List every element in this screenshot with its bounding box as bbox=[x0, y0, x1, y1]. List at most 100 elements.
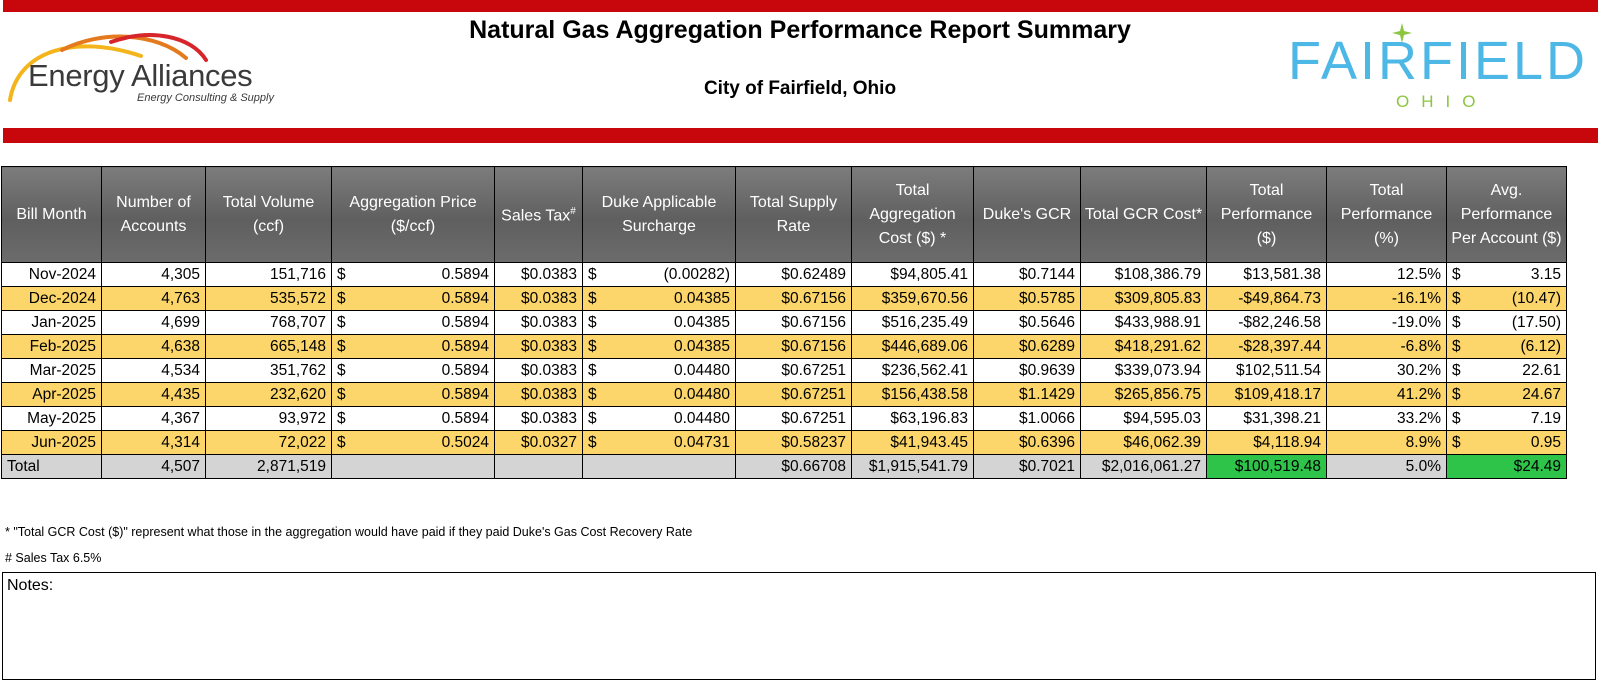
cell-agg-cost: $63,196.83 bbox=[851, 406, 974, 431]
table-row: Apr-2025 4,435 232,620 $0.5894 $0.0383 $0.044… bbox=[1, 382, 1567, 407]
currency-symbol: $ bbox=[1452, 289, 1461, 307]
cell-gcr-cost: $46,062.39 bbox=[1080, 430, 1207, 455]
cell-month: Mar-2025 bbox=[1, 358, 102, 383]
cell-gcr: $1.0066 bbox=[973, 406, 1081, 431]
cell-gcr: $0.6396 bbox=[973, 430, 1081, 455]
cell-agg-price: $0.5894 bbox=[331, 262, 495, 287]
currency-symbol: $ bbox=[588, 433, 597, 451]
cell-supply-rate: $0.58237 bbox=[735, 430, 852, 455]
cell-surcharge: $0.04480 bbox=[582, 406, 736, 431]
table-row: Mar-2025 4,534 351,762 $0.5894 $0.0383 $0.044… bbox=[1, 358, 1567, 383]
cell-gcr-cost: $108,386.79 bbox=[1080, 262, 1207, 287]
cell-volume: 768,707 bbox=[205, 310, 332, 335]
cell-month: Jan-2025 bbox=[1, 310, 102, 335]
cell-surcharge: $0.04731 bbox=[582, 430, 736, 455]
currency-symbol: $ bbox=[1452, 265, 1461, 283]
cell-value: 0.04385 bbox=[673, 313, 730, 331]
cell-gcr-cost: $339,073.94 bbox=[1080, 358, 1207, 383]
table-header-row: Bill Month Number of Accounts Total Volu… bbox=[1, 166, 1567, 263]
report-title: Natural Gas Aggregation Performance Repo… bbox=[469, 16, 1131, 44]
cell-accounts: 4,534 bbox=[101, 358, 206, 383]
currency-symbol: $ bbox=[1452, 433, 1461, 451]
cell-avg-perf: $22.61 bbox=[1446, 358, 1567, 383]
gcr-footnote: * "Total GCR Cost ($)" represent what th… bbox=[5, 525, 693, 539]
cell-month: Jun-2025 bbox=[1, 430, 102, 455]
cell-month: Feb-2025 bbox=[1, 334, 102, 359]
cell-agg-price: $0.5894 bbox=[331, 406, 495, 431]
currency-symbol: $ bbox=[337, 313, 346, 331]
performance-table: Bill Month Number of Accounts Total Volu… bbox=[1, 166, 1567, 479]
cell-value: 24.67 bbox=[1522, 385, 1561, 403]
cell-agg-price: $0.5894 bbox=[331, 310, 495, 335]
cell-sales-tax: $0.0383 bbox=[494, 406, 583, 431]
cell-supply-rate: $0.67251 bbox=[735, 358, 852, 383]
cell-agg-cost: $446,689.06 bbox=[851, 334, 974, 359]
header-total-aggregation-cost: Total Aggregation Cost ($) * bbox=[851, 166, 974, 263]
sales-tax-footnote: # Sales Tax 6.5% bbox=[5, 551, 102, 565]
currency-symbol: $ bbox=[588, 385, 597, 403]
cell-value: 0.04480 bbox=[673, 361, 730, 379]
cell-value: (0.00282) bbox=[663, 265, 730, 283]
cell-volume: 151,716 bbox=[205, 262, 332, 287]
cell-month: May-2025 bbox=[1, 406, 102, 431]
header-bill-month: Bill Month bbox=[1, 166, 102, 263]
currency-symbol: $ bbox=[588, 361, 597, 379]
fairfield-wordmark: FAIRFIELD bbox=[1288, 31, 1589, 91]
header-total-supply-rate: Total Supply Rate bbox=[735, 166, 852, 263]
cell-value: 7.19 bbox=[1530, 409, 1561, 427]
notes-box[interactable]: Notes: bbox=[2, 572, 1596, 680]
total-label: Total bbox=[1, 454, 102, 479]
cell-value: (10.47) bbox=[1511, 289, 1561, 307]
energy-alliances-tagline: Energy Consulting & Supply bbox=[137, 92, 274, 104]
cell-value: (6.12) bbox=[1520, 337, 1562, 355]
cell-gcr-cost: $309,805.83 bbox=[1080, 286, 1207, 311]
cell-sales-tax: $0.0327 bbox=[494, 430, 583, 455]
cell-volume: 535,572 bbox=[205, 286, 332, 311]
cell-value: (17.50) bbox=[1511, 313, 1561, 331]
table-row: Jan-2025 4,699 768,707 $0.5894 $0.0383 $0.043… bbox=[1, 310, 1567, 335]
cell-volume: 72,022 bbox=[205, 430, 332, 455]
cell-avg-perf: $ (6.12) bbox=[1446, 334, 1567, 359]
cell-value: 0.04385 bbox=[673, 337, 730, 355]
currency-symbol: $ bbox=[588, 409, 597, 427]
currency-symbol: $ bbox=[1452, 337, 1461, 355]
cell-gcr-cost: $265,856.75 bbox=[1080, 382, 1207, 407]
total-empty-cell bbox=[582, 454, 736, 479]
total-empty-cell bbox=[494, 454, 583, 479]
currency-symbol: $ bbox=[588, 313, 597, 331]
cell-accounts: 4,763 bbox=[101, 286, 206, 311]
top-banner-bar bbox=[3, 0, 1598, 12]
currency-symbol: $ bbox=[588, 337, 597, 355]
cell-sales-tax: $0.0383 bbox=[494, 262, 583, 287]
cell-supply-rate: $0.62489 bbox=[735, 262, 852, 287]
cell-perf-pct: 8.9% bbox=[1326, 430, 1447, 455]
cell-sales-tax: $0.0383 bbox=[494, 358, 583, 383]
total-perf-pct: 5.0% bbox=[1326, 454, 1447, 479]
cell-gcr-cost: $94,595.03 bbox=[1080, 406, 1207, 431]
sales-tax-footnote-mark: # bbox=[570, 206, 576, 218]
cell-accounts: 4,638 bbox=[101, 334, 206, 359]
cell-agg-cost: $156,438.58 bbox=[851, 382, 974, 407]
cell-volume: 665,148 bbox=[205, 334, 332, 359]
cell-perf-dollar: -$28,397.44 bbox=[1206, 334, 1327, 359]
cell-value: 0.04480 bbox=[673, 409, 730, 427]
energy-alliances-name: Energy Alliances bbox=[28, 58, 253, 93]
cell-agg-price: $0.5024 bbox=[331, 430, 495, 455]
cell-perf-pct: 30.2% bbox=[1326, 358, 1447, 383]
cell-gcr: $0.9639 bbox=[973, 358, 1081, 383]
total-gcr-cost: $2,016,061.27 bbox=[1080, 454, 1207, 479]
cell-perf-dollar: $13,581.38 bbox=[1206, 262, 1327, 287]
cell-accounts: 4,699 bbox=[101, 310, 206, 335]
cell-gcr-cost: $433,988.91 bbox=[1080, 310, 1207, 335]
header-duke-surcharge: Duke Applicable Surcharge bbox=[582, 166, 736, 263]
table-row: Nov-2024 4,305 151,716 $0.5894 $0.0383 $ (0.00… bbox=[1, 262, 1567, 287]
cell-avg-perf: $24.67 bbox=[1446, 382, 1567, 407]
total-volume: 2,871,519 bbox=[205, 454, 332, 479]
cell-month: Nov-2024 bbox=[1, 262, 102, 287]
cell-sales-tax: $0.0383 bbox=[494, 334, 583, 359]
cell-gcr: $0.7144 bbox=[973, 262, 1081, 287]
energy-alliances-arcs-icon bbox=[8, 33, 208, 102]
header-total-performance-dollar: Total Performance ($) bbox=[1206, 166, 1327, 263]
cell-surcharge: $0.04480 bbox=[582, 382, 736, 407]
currency-symbol: $ bbox=[1452, 385, 1461, 403]
